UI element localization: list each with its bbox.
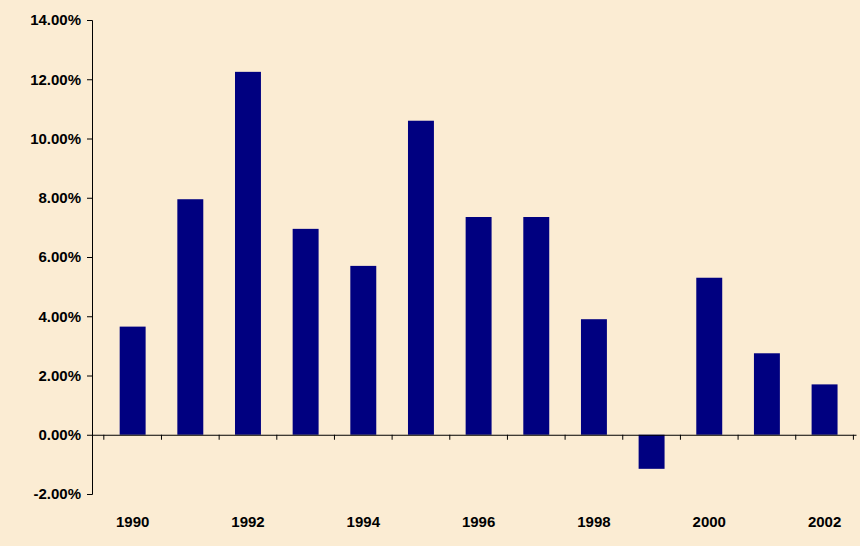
y-tick-label: 8.00% bbox=[38, 189, 81, 206]
y-tick-mark bbox=[87, 257, 92, 258]
x-boundary-tick bbox=[507, 435, 508, 440]
y-tick-label: 0.00% bbox=[38, 426, 81, 443]
y-axis-line bbox=[87, 21, 93, 495]
y-tick: 2.00% bbox=[38, 367, 92, 384]
bar bbox=[235, 72, 261, 435]
y-tick-label: 6.00% bbox=[38, 248, 81, 265]
x-tick: 1994 bbox=[347, 435, 381, 530]
x-boundary-tick bbox=[853, 435, 854, 440]
x-tick: 1998 bbox=[577, 435, 610, 530]
x-tick-label: 2000 bbox=[693, 513, 726, 530]
x-boundary-tick bbox=[449, 435, 450, 440]
y-tick-label: 10.00% bbox=[30, 130, 81, 147]
y-tick: 14.00% bbox=[30, 11, 92, 28]
x-tick: 2002 bbox=[808, 435, 841, 530]
x-boundary-tick bbox=[219, 435, 220, 440]
y-tick-mark bbox=[87, 316, 92, 317]
x-axis-line bbox=[93, 435, 857, 436]
y-tick: 10.00% bbox=[30, 130, 92, 147]
y-axis: -2.00% 0.00% 2.00% 4.00% 6.00% 8.00% 10.00% 12.… bbox=[30, 11, 92, 502]
x-boundary-tick bbox=[103, 435, 104, 440]
x-tick-label: 1998 bbox=[577, 513, 610, 530]
background bbox=[0, 0, 860, 546]
bar bbox=[120, 327, 146, 435]
x-boundary-tick bbox=[795, 435, 796, 440]
y-tick: 4.00% bbox=[38, 308, 92, 325]
y-tick-mark bbox=[87, 198, 92, 199]
bar bbox=[466, 217, 492, 435]
bars bbox=[120, 72, 838, 469]
x-tick-label: 1994 bbox=[347, 513, 381, 530]
y-tick-mark bbox=[87, 20, 92, 21]
x-tick-label: 2002 bbox=[808, 513, 841, 530]
plot: -2.00% 0.00% 2.00% 4.00% 6.00% 8.00% 10.00% 12.… bbox=[30, 11, 856, 529]
x-tick: 1992 bbox=[231, 435, 264, 530]
y-tick-mark bbox=[87, 435, 92, 436]
y-tick-mark bbox=[87, 79, 92, 80]
x-boundary-tick bbox=[622, 435, 623, 440]
y-tick-label: 14.00% bbox=[30, 11, 81, 28]
bar bbox=[408, 121, 434, 435]
y-tick: 0.00% bbox=[38, 426, 92, 443]
x-tick: 2000 bbox=[693, 435, 726, 530]
x-boundary-tick bbox=[738, 435, 739, 440]
y-tick: 8.00% bbox=[38, 189, 92, 206]
x-boundary-tick bbox=[565, 435, 566, 440]
x-boundary-tick bbox=[392, 435, 393, 440]
y-tick-mark bbox=[87, 376, 92, 377]
y-tick-label: -2.00% bbox=[33, 485, 81, 502]
bar bbox=[812, 384, 838, 434]
bar bbox=[293, 229, 319, 435]
y-tick-label: 4.00% bbox=[38, 308, 81, 325]
x-tick-label: 1996 bbox=[462, 513, 495, 530]
x-axis: 1990 1992 1994 1996 1998 2000 2002 bbox=[93, 435, 857, 530]
x-boundary-tick bbox=[161, 435, 162, 440]
x-boundary-tick bbox=[680, 435, 681, 440]
x-tick: 1990 bbox=[116, 435, 149, 530]
y-tick-mark bbox=[87, 139, 92, 140]
x-boundary-tick bbox=[276, 435, 277, 440]
y-tick: 12.00% bbox=[30, 71, 92, 88]
y-tick: 6.00% bbox=[38, 248, 92, 265]
x-tick-label: 1990 bbox=[116, 513, 149, 530]
bar bbox=[639, 435, 665, 469]
x-boundary-tick bbox=[334, 435, 335, 440]
y-tick-label: 12.00% bbox=[30, 71, 81, 88]
bar bbox=[523, 217, 549, 435]
y-tick-mark bbox=[87, 494, 92, 495]
y-tick-label: 2.00% bbox=[38, 367, 81, 384]
x-tick-label: 1992 bbox=[231, 513, 264, 530]
bar bbox=[581, 319, 607, 435]
bar bbox=[177, 199, 203, 435]
bar bbox=[696, 278, 722, 435]
bar bbox=[754, 353, 780, 434]
x-boundary-ticks bbox=[104, 435, 854, 440]
bar bbox=[350, 266, 376, 435]
chart: -2.00% 0.00% 2.00% 4.00% 6.00% 8.00% 10.00% 12.… bbox=[0, 0, 860, 546]
x-tick: 1996 bbox=[462, 435, 495, 530]
y-tick: -2.00% bbox=[33, 485, 92, 502]
